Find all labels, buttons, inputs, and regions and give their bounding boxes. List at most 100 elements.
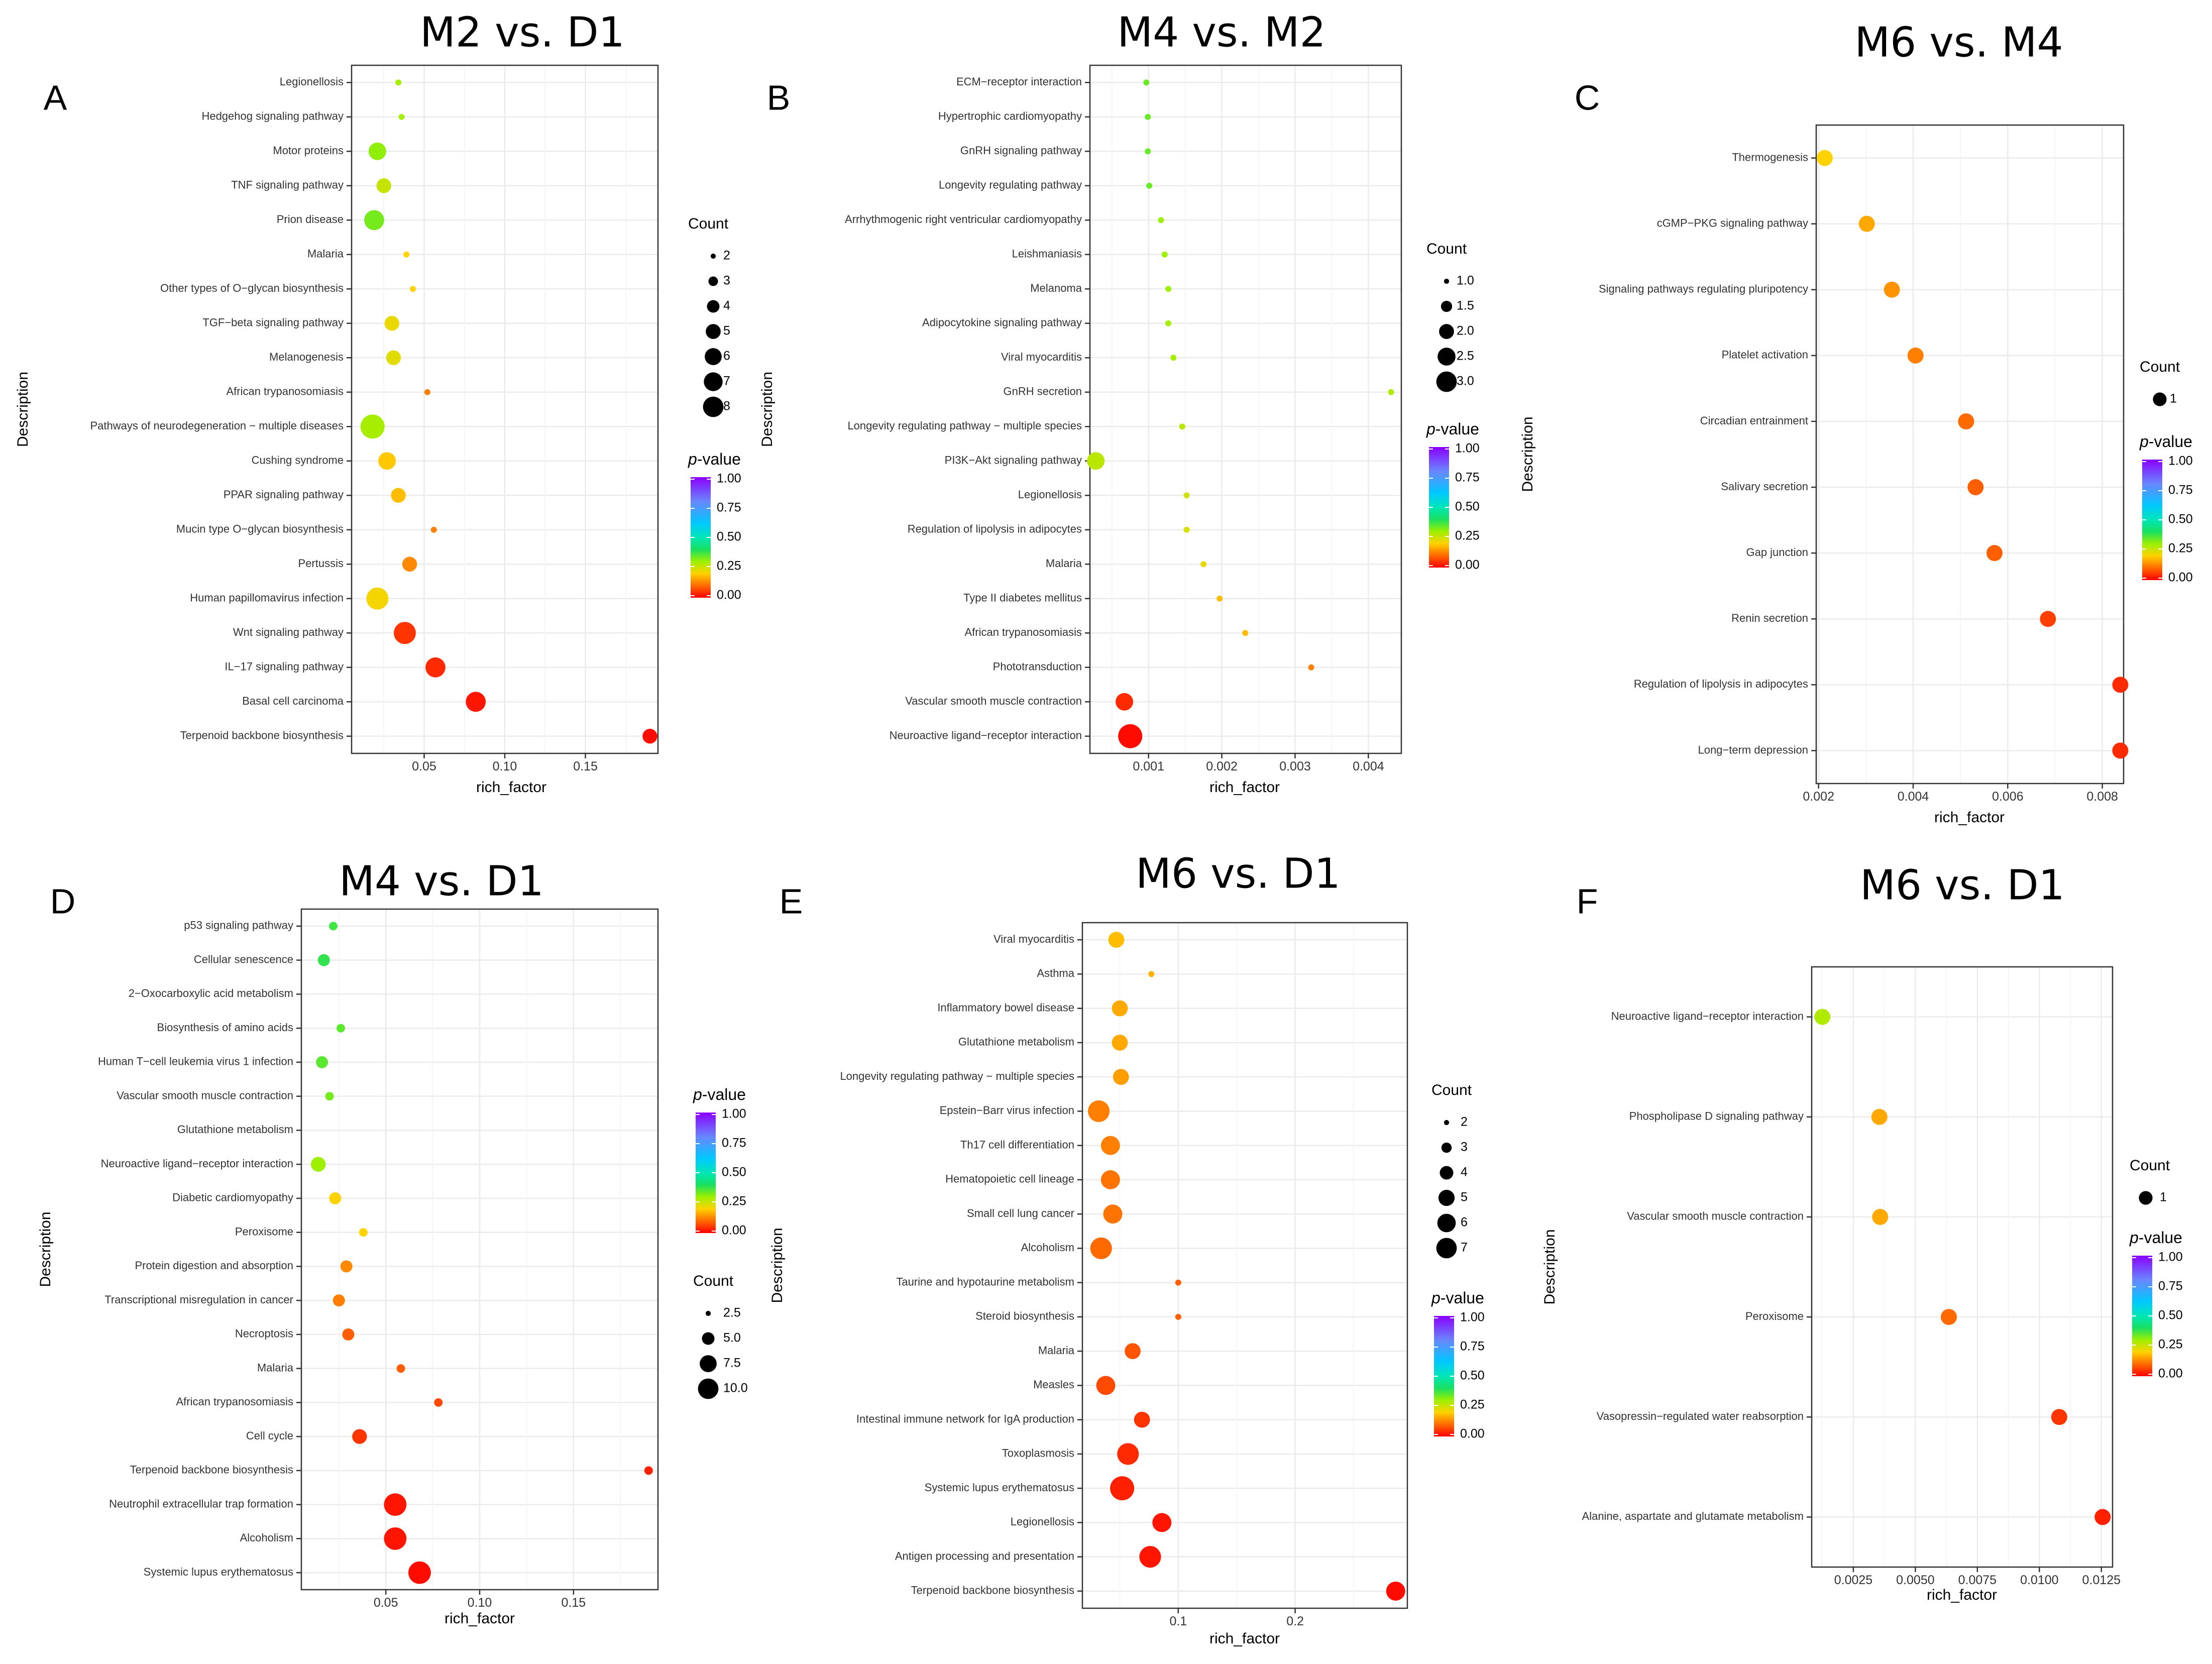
pvalue-legend-label: 0.75 xyxy=(717,501,741,515)
data-point xyxy=(1179,423,1185,430)
y-tick-label: Malaria xyxy=(1038,1344,1075,1357)
pvalue-legend: p-value 1.00 0.75 0.50 0.25 0.00 xyxy=(693,1085,746,1238)
count-legend-label: 1.0 xyxy=(1457,274,1474,288)
count-legend-key xyxy=(706,324,721,339)
count-legend-key xyxy=(2153,392,2167,406)
data-point xyxy=(395,79,402,86)
x-tick-label: 0.002 xyxy=(1206,759,1238,773)
data-point xyxy=(391,488,406,503)
y-tick-label: Phospholipase D signaling pathway xyxy=(1629,1110,1804,1123)
count-legend-key xyxy=(1440,1166,1454,1180)
count-legend-key xyxy=(1437,348,1456,366)
data-point xyxy=(329,1192,342,1204)
x-axis-title: rich_factor xyxy=(1927,1587,1997,1603)
y-tick-label: Long−term depression xyxy=(1698,743,1808,756)
data-point xyxy=(1183,526,1190,533)
panel-letter: C xyxy=(1575,78,1600,117)
data-point xyxy=(1170,355,1177,361)
data-point xyxy=(1871,1108,1888,1125)
y-tick-label: Vascular smooth muscle contraction xyxy=(905,695,1082,707)
y-tick-label: Pathways of neurodegeneration − multiple… xyxy=(90,419,344,432)
x-tick-label: 0.15 xyxy=(562,1596,586,1610)
count-legend-key xyxy=(704,372,723,391)
y-tick-label: Glutathione metabolism xyxy=(177,1123,293,1136)
y-tick-label: African trypanosomiasis xyxy=(964,626,1082,638)
y-tick-label: Antigen processing and presentation xyxy=(895,1549,1074,1562)
data-point xyxy=(1112,1034,1128,1051)
plot-border xyxy=(1081,922,1408,1609)
pvalue-legend-label: 0.75 xyxy=(722,1136,746,1150)
pvalue-legend-label: 1.00 xyxy=(2168,454,2193,468)
data-point xyxy=(1175,1279,1181,1286)
x-tick-label: 0.05 xyxy=(412,759,436,773)
count-legend-label: 6 xyxy=(723,349,730,363)
y-tick-label: Renin secretion xyxy=(1731,612,1808,624)
pvalue-legend-label: 0.25 xyxy=(717,559,741,573)
x-tick-label: 0.003 xyxy=(1279,759,1311,773)
data-point xyxy=(1118,724,1143,748)
count-legend-key xyxy=(705,348,722,365)
y-tick-label: Necroptosis xyxy=(235,1327,293,1340)
pvalue-legend-label: 0.00 xyxy=(717,588,741,602)
pvalue-legend-title: p-value xyxy=(1431,1289,1484,1307)
count-legend-label: 2 xyxy=(723,249,730,263)
data-point xyxy=(1110,1476,1135,1501)
y-axis-title: Description xyxy=(37,1211,54,1287)
data-point xyxy=(1145,114,1151,120)
count-legend-label: 5.0 xyxy=(723,1331,741,1345)
y-tick-label: Peroxisome xyxy=(235,1225,293,1238)
data-point xyxy=(1125,1343,1141,1360)
y-tick-label: Glutathione metabolism xyxy=(958,1036,1074,1048)
count-legend-key xyxy=(1436,1238,1457,1259)
pvalue-legend-label: 0.00 xyxy=(2158,1367,2183,1381)
pvalue-legend-label: 1.00 xyxy=(1455,441,1480,456)
y-tick-label: Intestinal immune network for IgA produc… xyxy=(856,1412,1074,1425)
data-point xyxy=(366,587,389,610)
data-point xyxy=(2112,742,2129,759)
data-point xyxy=(424,389,430,395)
pvalue-legend-label: 1.00 xyxy=(722,1107,746,1121)
count-legend-label: 1 xyxy=(2160,1190,2167,1204)
data-point xyxy=(1872,1208,1889,1225)
x-tick-label: 0.0050 xyxy=(1896,1573,1934,1587)
pvalue-legend-title: p-value xyxy=(688,450,741,468)
count-legend-label: 7.5 xyxy=(723,1356,741,1370)
y-tick-label: Longevity regulating pathway − multiple … xyxy=(840,1070,1074,1082)
pvalue-legend-label: 0.50 xyxy=(717,530,741,544)
data-point xyxy=(403,251,410,258)
pvalue-legend-label: 0.75 xyxy=(2168,483,2193,497)
y-tick-label: Pertussis xyxy=(298,557,344,570)
y-tick-label: Inflammatory bowel disease xyxy=(937,1001,1074,1014)
panel-f: M6 vs. D1 F Neuroactive ligand−receptor in… xyxy=(1541,861,2183,1603)
gridlines xyxy=(1090,65,1401,753)
pvalue-legend: p-value 1.00 0.75 0.50 0.25 0.00 xyxy=(1426,420,1480,572)
data-point xyxy=(1108,932,1125,948)
y-tick-label: PI3K−Akt signaling pathway xyxy=(945,454,1082,467)
count-legend-label: 8 xyxy=(723,399,730,413)
y-tick-label: Alanine, aspartate and glutamate metabol… xyxy=(1582,1510,1804,1522)
data-point xyxy=(378,452,396,470)
y-axis-title: Description xyxy=(1541,1229,1558,1304)
pvalue-legend: p-value 1.00 0.75 0.50 0.25 0.00 xyxy=(2139,432,2193,585)
data-point xyxy=(364,210,384,231)
count-legend-key xyxy=(1439,324,1454,339)
data-point xyxy=(1200,561,1207,568)
data-point xyxy=(325,1092,334,1101)
count-legend-key xyxy=(698,1378,719,1399)
count-legend-label: 2 xyxy=(1461,1115,1468,1129)
data-point xyxy=(2112,677,2129,693)
pvalue-legend-label: 0.00 xyxy=(1460,1427,1485,1441)
data-point xyxy=(410,286,416,292)
data-point xyxy=(1814,1009,1831,1025)
panel-title: M6 vs. D1 xyxy=(1136,850,1341,898)
y-tick-label: Longevity regulating pathway xyxy=(939,179,1082,191)
count-legend-label: 7 xyxy=(723,374,730,388)
x-tick-label: 0.10 xyxy=(468,1596,492,1610)
y-tick-label: Leishmaniasis xyxy=(1012,248,1082,260)
y-tick-label: Wnt signaling pathway xyxy=(233,626,344,638)
data-point xyxy=(333,1294,345,1307)
pvalue-legend-label: 1.00 xyxy=(2158,1250,2183,1264)
x-axis-title: rich_factor xyxy=(1209,1630,1280,1647)
panel-c: M6 vs. M4 C Thermogenesis cGMP−PKG signalin… xyxy=(1519,19,2193,826)
count-legend-key xyxy=(700,1355,717,1372)
